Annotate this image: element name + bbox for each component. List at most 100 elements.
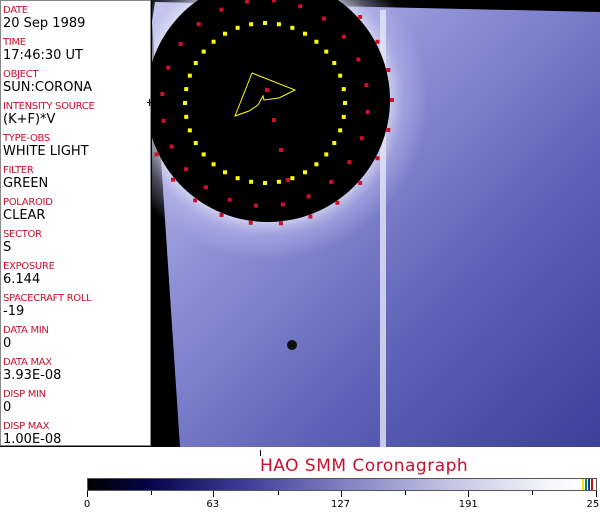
limb-marker bbox=[343, 101, 347, 105]
limb-marker bbox=[332, 61, 337, 65]
limb-marker bbox=[183, 101, 187, 105]
field-value: 0 bbox=[3, 336, 12, 351]
grid-marker bbox=[298, 4, 303, 9]
grid-marker bbox=[272, 118, 276, 122]
field-value: 6.144 bbox=[3, 272, 41, 287]
field-label: TYPE-OBS bbox=[3, 133, 50, 144]
field-value: S bbox=[3, 240, 12, 255]
coronagraph-image bbox=[152, 0, 600, 447]
field-label: FILTER bbox=[3, 165, 34, 176]
colorbar-tick bbox=[468, 491, 470, 497]
limb-marker bbox=[223, 31, 227, 36]
occulting-disk bbox=[152, 0, 390, 222]
field-value: 3.93E-08 bbox=[3, 368, 62, 383]
grid-marker bbox=[219, 7, 224, 12]
instrument-title: HAO SMM Coronagraph bbox=[260, 456, 469, 476]
field-label: SECTOR bbox=[3, 229, 42, 240]
axis-tick bbox=[260, 450, 261, 456]
grid-marker bbox=[278, 221, 283, 226]
limb-marker bbox=[332, 141, 337, 145]
field-label: DISP MIN bbox=[3, 389, 46, 400]
grid-marker bbox=[375, 39, 380, 44]
grid-marker bbox=[265, 88, 269, 92]
field-label: SPACECRAFT ROLL bbox=[3, 293, 92, 304]
field-label: DATE bbox=[3, 5, 28, 16]
grid-marker bbox=[254, 203, 259, 208]
field-value: 17:46:30 UT bbox=[3, 48, 83, 63]
limb-marker bbox=[314, 39, 319, 44]
field-label: DATA MAX bbox=[3, 357, 52, 368]
colorbar-minor-tick bbox=[277, 491, 279, 495]
grid-marker bbox=[171, 177, 176, 182]
grid-marker bbox=[306, 194, 311, 199]
sun-outline-marker bbox=[234, 72, 297, 117]
colorbar-tick bbox=[87, 491, 88, 497]
limb-marker bbox=[184, 87, 189, 92]
limb-marker bbox=[187, 73, 192, 78]
colorbar-tick bbox=[340, 491, 342, 497]
field-value: SUN:CORONA bbox=[3, 80, 93, 95]
limb-marker bbox=[211, 39, 216, 44]
grid-marker bbox=[279, 148, 283, 152]
pylon-streak bbox=[380, 10, 386, 447]
limb-marker bbox=[324, 49, 329, 54]
colorbar-tick bbox=[596, 491, 597, 497]
limb-marker bbox=[201, 152, 206, 157]
field-label: TIME bbox=[3, 37, 26, 48]
axis-tick bbox=[147, 102, 153, 103]
grid-marker bbox=[184, 167, 189, 172]
limb-marker bbox=[263, 181, 267, 185]
colorbar-minor-tick bbox=[405, 491, 407, 495]
field-value: 1.00E-08 bbox=[3, 432, 62, 447]
grid-marker bbox=[245, 0, 250, 4]
dark-spot bbox=[287, 340, 297, 350]
field-label: DATA MIN bbox=[3, 325, 49, 336]
colorbar-tick-label: 0 bbox=[83, 499, 91, 510]
limb-marker bbox=[193, 141, 198, 145]
colorbar-minor-tick bbox=[532, 491, 534, 495]
grid-marker bbox=[341, 34, 346, 39]
limb-marker bbox=[341, 87, 346, 92]
limb-marker bbox=[263, 21, 267, 25]
grid-marker bbox=[308, 214, 313, 219]
grid-marker bbox=[169, 144, 174, 149]
grid-marker bbox=[347, 160, 352, 165]
colorbar-tick-label: 127 bbox=[330, 499, 351, 510]
grid-marker bbox=[356, 57, 361, 62]
grid-marker bbox=[358, 15, 363, 20]
grid-marker bbox=[280, 202, 285, 207]
limb-marker bbox=[341, 114, 346, 119]
grid-marker bbox=[329, 179, 334, 184]
field-value: 0 bbox=[3, 400, 12, 415]
grid-marker bbox=[219, 212, 224, 217]
limb-marker bbox=[290, 176, 295, 181]
limb-marker bbox=[249, 179, 254, 184]
grid-marker bbox=[178, 41, 183, 46]
grid-marker bbox=[386, 127, 391, 132]
colorbar-tick-label: 255 bbox=[586, 499, 600, 510]
field-label: DISP MAX bbox=[3, 421, 50, 432]
grid-marker bbox=[203, 185, 208, 190]
limb-marker bbox=[187, 128, 192, 133]
grid-marker bbox=[161, 118, 166, 123]
limb-marker bbox=[338, 128, 343, 133]
grid-marker bbox=[365, 109, 370, 114]
limb-marker bbox=[276, 179, 281, 184]
colorbar-tick-label: 191 bbox=[458, 499, 478, 510]
grid-marker bbox=[160, 92, 165, 97]
grid-marker bbox=[386, 68, 391, 73]
colorbar-minor-tick bbox=[150, 491, 152, 495]
field-label: INTENSITY SOURCE bbox=[3, 101, 95, 112]
limb-marker bbox=[249, 22, 254, 27]
grid-marker bbox=[227, 197, 232, 202]
field-value: CLEAR bbox=[3, 208, 46, 223]
grid-marker bbox=[193, 198, 198, 203]
colorbar bbox=[87, 478, 597, 491]
info-panel: DATE 20 Sep 1989 TIME 17:46:30 UT OBJECT SUN:… bbox=[0, 0, 151, 447]
field-value: (K+F)*V bbox=[3, 112, 56, 127]
limb-marker bbox=[303, 31, 307, 36]
limb-marker bbox=[201, 49, 206, 54]
axis-tick bbox=[149, 99, 150, 106]
field-value: WHITE LIGHT bbox=[3, 144, 89, 159]
limb-marker bbox=[235, 176, 240, 181]
